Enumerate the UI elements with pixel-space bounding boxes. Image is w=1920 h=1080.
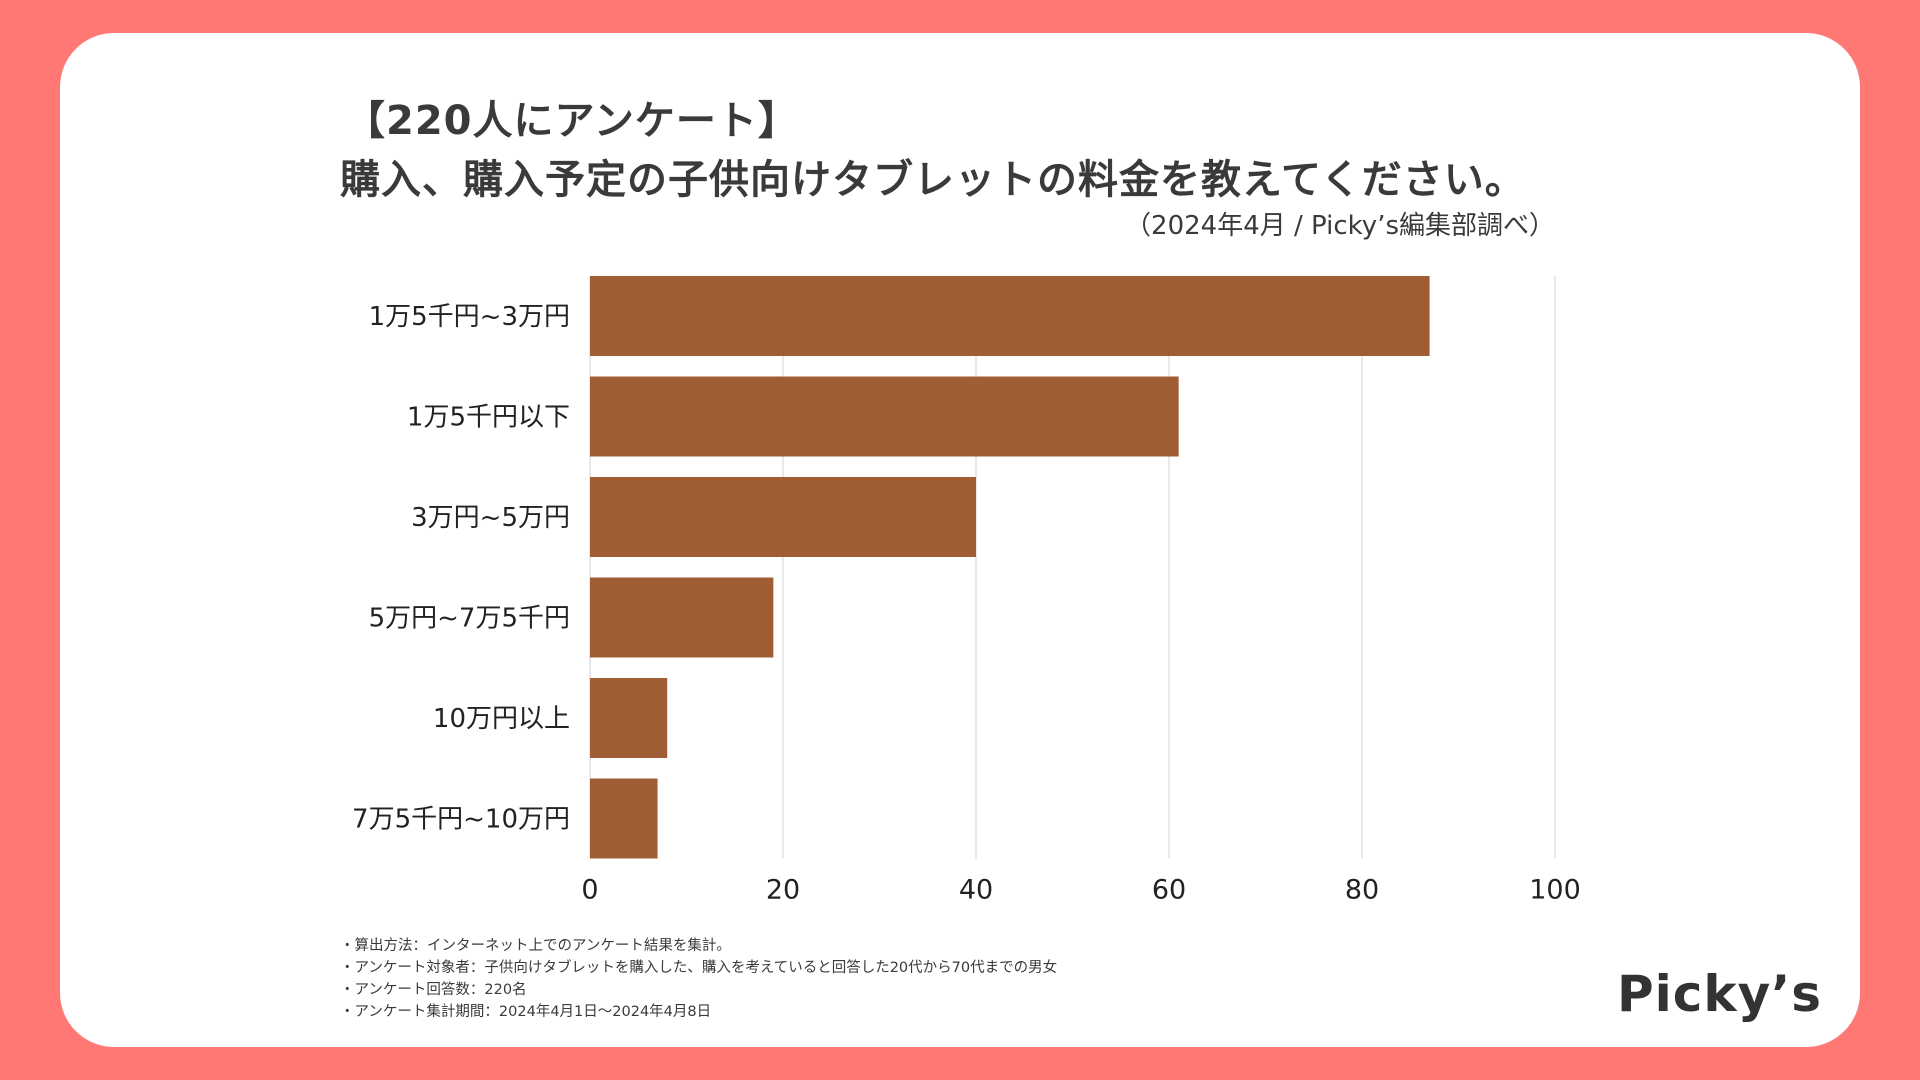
- x-tick-label: 0: [581, 875, 598, 906]
- category-label: 3万円~5万円: [411, 503, 570, 533]
- chart-title-line2: 購入、購入予定の子供向けタブレットの料金を教えてください。: [340, 157, 1526, 203]
- category-label: 1万5千円以下: [407, 403, 570, 433]
- note-target: ・アンケート対象者：子供向けタブレットを購入した、購入を考えていると回答した20…: [340, 960, 1058, 976]
- chart-title-line1: 【220人にアンケート】: [345, 98, 799, 144]
- pickys-logo: Picky’s: [1617, 965, 1823, 1023]
- x-tick-label: 60: [1152, 875, 1186, 906]
- note-count: ・アンケート回答数：220名: [340, 982, 527, 998]
- bar-2: [590, 477, 976, 557]
- notes: ・算出方法：インターネット上でのアンケート結果を集計。 ・アンケート対象者：子供…: [340, 935, 1057, 1023]
- chart-source: （2024年4月 / Picky’s編集部調べ）: [1125, 211, 1555, 241]
- category-label: 1万5千円~3万円: [369, 302, 570, 332]
- x-tick-label: 20: [766, 875, 800, 906]
- note-method: ・算出方法：インターネット上でのアンケート結果を集計。: [340, 938, 731, 954]
- x-tick-label: 80: [1345, 875, 1379, 906]
- category-label: 5万円~7万5千円: [369, 604, 570, 634]
- category-label: 10万円以上: [433, 704, 570, 734]
- note-period: ・アンケート集計期間：2024年4月1日〜2024年4月8日: [340, 1004, 712, 1020]
- bar-0: [590, 276, 1430, 356]
- category-label: 7万5千円~10万円: [352, 805, 570, 835]
- x-tick-label: 40: [959, 875, 993, 906]
- bar-4: [590, 678, 668, 758]
- bar-1: [590, 376, 1179, 457]
- bar-5: [590, 778, 658, 859]
- x-tick-label: 100: [1529, 875, 1581, 906]
- bar-3: [590, 577, 774, 658]
